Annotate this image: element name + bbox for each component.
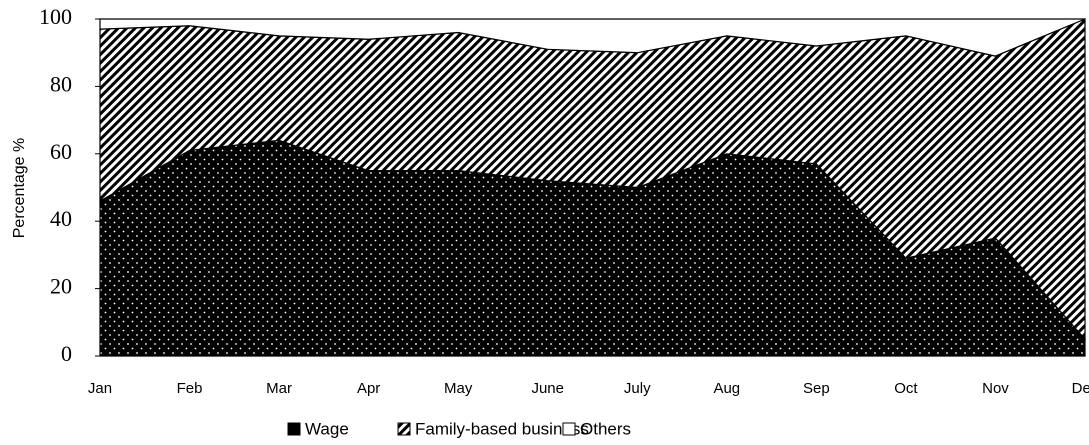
- x-tick-label: Dec: [1072, 380, 1089, 397]
- legend-label: Others: [580, 419, 631, 438]
- x-tick-label: Aug: [713, 380, 740, 397]
- x-tick-label: Feb: [177, 380, 203, 397]
- y-tick-label: 40: [50, 206, 72, 231]
- x-tick-label: Sep: [803, 380, 830, 397]
- legend-label: Family-based business: [415, 419, 589, 438]
- plot-frame: [99, 18, 1086, 357]
- y-tick-label: 20: [50, 274, 72, 299]
- legend-label: Wage: [305, 419, 349, 438]
- x-tick-label: Mar: [266, 380, 292, 397]
- legend-swatch: [287, 422, 301, 436]
- y-tick-label: 100: [39, 4, 72, 29]
- y-axis-label: Percentage %: [11, 138, 28, 239]
- x-tick-label: July: [624, 380, 651, 397]
- x-tick-label: May: [444, 380, 473, 397]
- y-tick-label: 60: [50, 139, 72, 164]
- x-tick-label: Nov: [982, 380, 1009, 397]
- legend-swatch: [562, 422, 576, 436]
- y-tick-label: 80: [50, 71, 72, 96]
- x-tick-label: Oct: [894, 380, 918, 397]
- y-tick-label: 0: [61, 341, 72, 366]
- x-tick-label: June: [531, 380, 564, 397]
- legend-swatch: [397, 422, 411, 436]
- x-tick-label: Jan: [88, 380, 112, 397]
- x-tick-label: Apr: [357, 380, 380, 397]
